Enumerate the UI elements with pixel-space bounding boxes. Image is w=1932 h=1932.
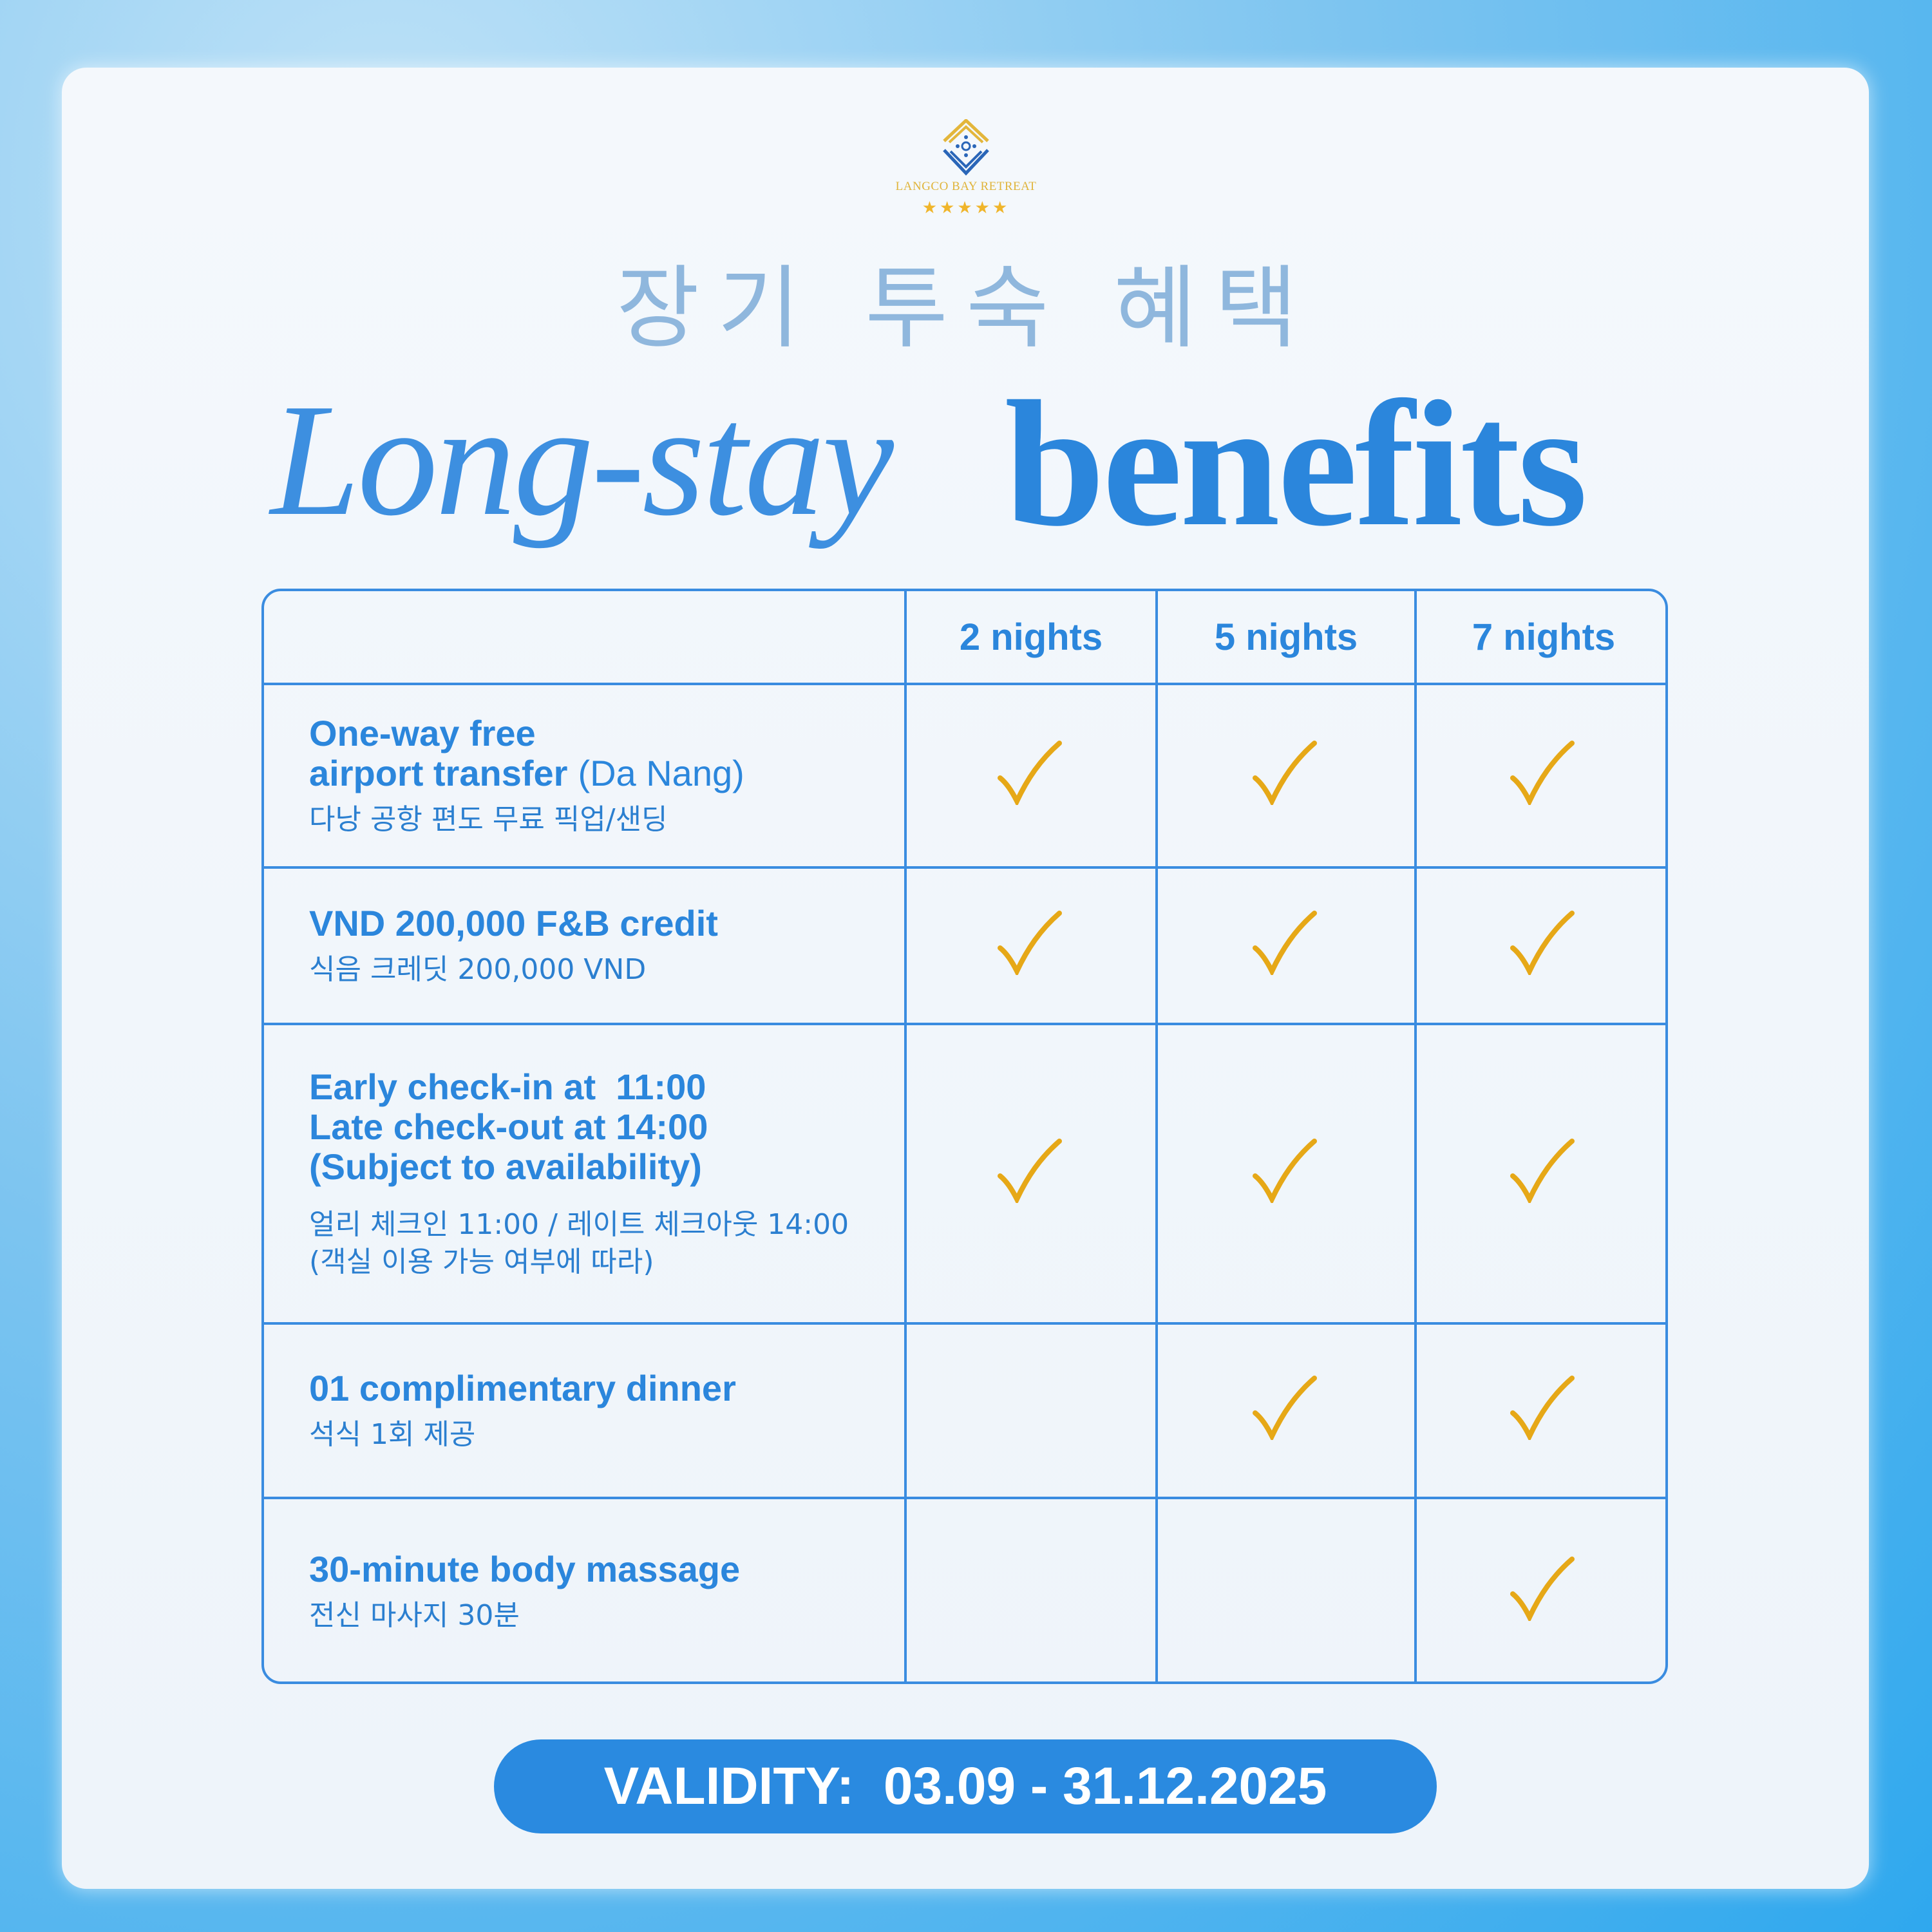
benefit-row: 01 complimentary dinner 석식 1회 제공 (264, 1325, 904, 1497)
benefit-line: (Subject to availability) (309, 1146, 702, 1187)
star-rating: ★★★★★ (922, 198, 1010, 217)
checkmark-icon (1510, 1556, 1575, 1621)
row-divider (264, 866, 1665, 869)
checkmark-icon (1253, 740, 1317, 805)
benefit-korean: 다낭 공항 편도 무료 픽업/샌딩 (309, 801, 904, 838)
benefits-table: 2 nights 5 nights 7 nights One-way free a… (261, 589, 1668, 1684)
benefit-english: Early check-in at 11:00 Late check-out at… (309, 1066, 904, 1187)
brand-name: LANGCO BAY RETREAT (895, 180, 1037, 193)
benefit-location: (Da Nang) (578, 752, 744, 793)
benefit-korean: 식음 크레딧 200,000 VND (309, 951, 904, 989)
bold-title: benefits (1005, 363, 1587, 564)
benefit-row: VND 200,000 F&B credit 식음 크레딧 200,000 VND (264, 869, 904, 1023)
row-divider (264, 1322, 1665, 1325)
benefit-korean-line: (객실 이용 가능 여부에 따라) (309, 1245, 654, 1278)
benefit-korean-line: 다낭 공항 편도 무료 픽업/샌딩 (309, 802, 668, 836)
divider (1155, 591, 1158, 1681)
benefit-line: VND 200,000 F&B credit (309, 902, 718, 943)
benefit-line: 01 complimentary dinner (309, 1367, 736, 1408)
benefit-line: One-way free (309, 712, 536, 753)
header-7-nights: 7 nights (1472, 616, 1616, 658)
validity-badge: VALIDITY: 03.09 - 31.12.2025 (494, 1739, 1437, 1833)
korean-title: 장기 투숙 혜택 (616, 256, 1316, 361)
benefit-english: 30-minute body massage (309, 1549, 904, 1589)
benefit-line: 30-minute body massage (309, 1548, 741, 1589)
logo-diamond-icon (943, 119, 989, 176)
header-2-nights: 2 nights (959, 616, 1103, 658)
benefit-english: 01 complimentary dinner (309, 1368, 904, 1408)
divider (1414, 591, 1417, 1681)
checkmark-icon (1253, 910, 1317, 975)
benefit-korean: 석식 1회 제공 (309, 1416, 904, 1454)
row-divider (264, 1023, 1665, 1025)
checkmark-icon (1253, 1375, 1317, 1440)
checkmark-icon (1510, 1138, 1575, 1203)
row-divider (264, 1497, 1665, 1499)
benefit-korean: 전신 마사지 30분 (309, 1597, 904, 1634)
benefit-row: 30-minute body massage 전신 마사지 30분 (264, 1499, 904, 1681)
benefit-korean: 얼리 체크인 11:00 / 레이트 체크아웃 14:00 (객실 이용 가능 여… (309, 1206, 904, 1281)
benefit-korean-line: 식음 크레딧 200,000 VND (309, 952, 647, 986)
benefit-row: Early check-in at 11:00 Late check-out at… (264, 1025, 904, 1322)
row-divider (264, 683, 1665, 685)
hotel-logo: LANGCO BAY RETREAT ★★★★★ (889, 119, 1043, 218)
benefit-korean-line: 전신 마사지 30분 (309, 1598, 520, 1632)
checkmark-icon (998, 910, 1062, 975)
checkmark-icon (998, 1138, 1062, 1203)
divider (904, 591, 907, 1681)
checkmark-icon (1510, 740, 1575, 805)
checkmark-icon (1510, 1375, 1575, 1440)
benefit-line: Early check-in at 11:00 (309, 1066, 706, 1107)
benefit-english: VND 200,000 F&B credit (309, 902, 904, 943)
script-title: Long-stay (270, 371, 894, 549)
checkmark-icon (998, 740, 1062, 805)
benefit-row: One-way free airport transfer (Da Nang) 다낭 … (264, 685, 904, 866)
header-5-nights: 5 nights (1214, 616, 1358, 658)
benefit-korean-line: 얼리 체크인 11:00 / 레이트 체크아웃 14:00 (309, 1208, 849, 1241)
checkmark-icon (1253, 1138, 1317, 1203)
benefit-line: airport transfer (309, 752, 568, 793)
benefit-korean-line: 석식 1회 제공 (309, 1417, 476, 1451)
benefit-line: Late check-out at 14:00 (309, 1106, 708, 1147)
promo-card (62, 68, 1869, 1889)
benefit-english: One-way free airport transfer (Da Nang) (309, 712, 904, 793)
checkmark-icon (1510, 910, 1575, 975)
